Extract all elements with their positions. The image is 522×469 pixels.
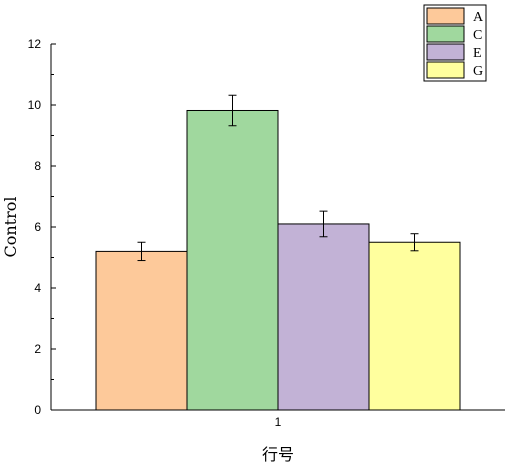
bar-G — [368, 241, 461, 411]
y-tick-label: 6 — [34, 220, 41, 234]
legend-label-E: E — [473, 46, 482, 61]
y-tick-label: 0 — [34, 403, 41, 417]
error-bars-layer — [137, 94, 419, 262]
y-axis-title: Control — [1, 196, 20, 257]
y-tick-label: 12 — [28, 37, 42, 51]
legend-label-C: C — [473, 28, 482, 43]
bar-C — [186, 109, 279, 411]
legend-swatch-G — [426, 61, 465, 79]
legend-swatch-E — [426, 43, 465, 61]
legend-swatch-C — [426, 25, 465, 43]
bars-layer — [95, 109, 461, 411]
legend-label-A: A — [473, 10, 484, 25]
y-tick-label: 8 — [34, 159, 41, 173]
x-axis-title: 行号 — [262, 445, 294, 464]
x-tick-label: 1 — [275, 415, 282, 429]
y-tick-label: 10 — [28, 98, 42, 112]
bar-E — [277, 223, 370, 411]
y-tick-label: 2 — [34, 342, 41, 356]
legend-label-G: G — [473, 64, 483, 79]
x-ticks: 1 — [275, 405, 282, 429]
y-ticks: 0 2 4 6 8 10 12 — [28, 37, 56, 417]
bar-A — [95, 250, 188, 411]
y-tick-label: 4 — [34, 281, 41, 295]
legend-swatch-A — [426, 7, 465, 25]
